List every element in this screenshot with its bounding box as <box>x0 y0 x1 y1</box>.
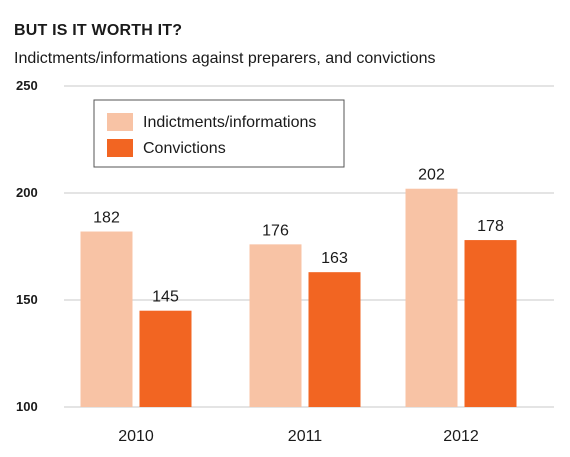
bar-indictments-2010 <box>80 231 133 407</box>
x-tick-label: 2011 <box>288 428 323 445</box>
data-label: 178 <box>477 218 504 235</box>
y-tick-label: 150 <box>16 292 38 307</box>
bar-indictments-2011 <box>249 244 302 407</box>
y-tick-label: 100 <box>16 399 38 414</box>
data-label: 176 <box>262 222 289 239</box>
x-tick-label: 2012 <box>443 428 479 445</box>
legend-swatch-indictments <box>107 113 133 131</box>
data-label: 202 <box>418 167 445 184</box>
legend-label: Indictments/informations <box>143 114 316 131</box>
bar-convictions-2010 <box>139 310 192 407</box>
legend-swatch-convictions <box>107 139 133 157</box>
data-label: 145 <box>152 289 179 306</box>
chart-subtitle: Indictments/informations against prepare… <box>14 50 436 67</box>
bar-indictments-2012 <box>405 188 458 407</box>
legend-box <box>93 99 345 168</box>
data-label: 163 <box>321 250 348 267</box>
legend-label: Convictions <box>143 140 226 157</box>
bar-convictions-2012 <box>464 240 517 407</box>
data-label: 182 <box>93 210 120 227</box>
bar-convictions-2011 <box>308 272 361 407</box>
x-tick-label: 2010 <box>118 428 154 445</box>
chart-title: BUT IS IT WORTH IT? <box>14 22 183 39</box>
y-tick-label: 250 <box>16 78 38 93</box>
y-tick-label: 200 <box>16 185 38 200</box>
